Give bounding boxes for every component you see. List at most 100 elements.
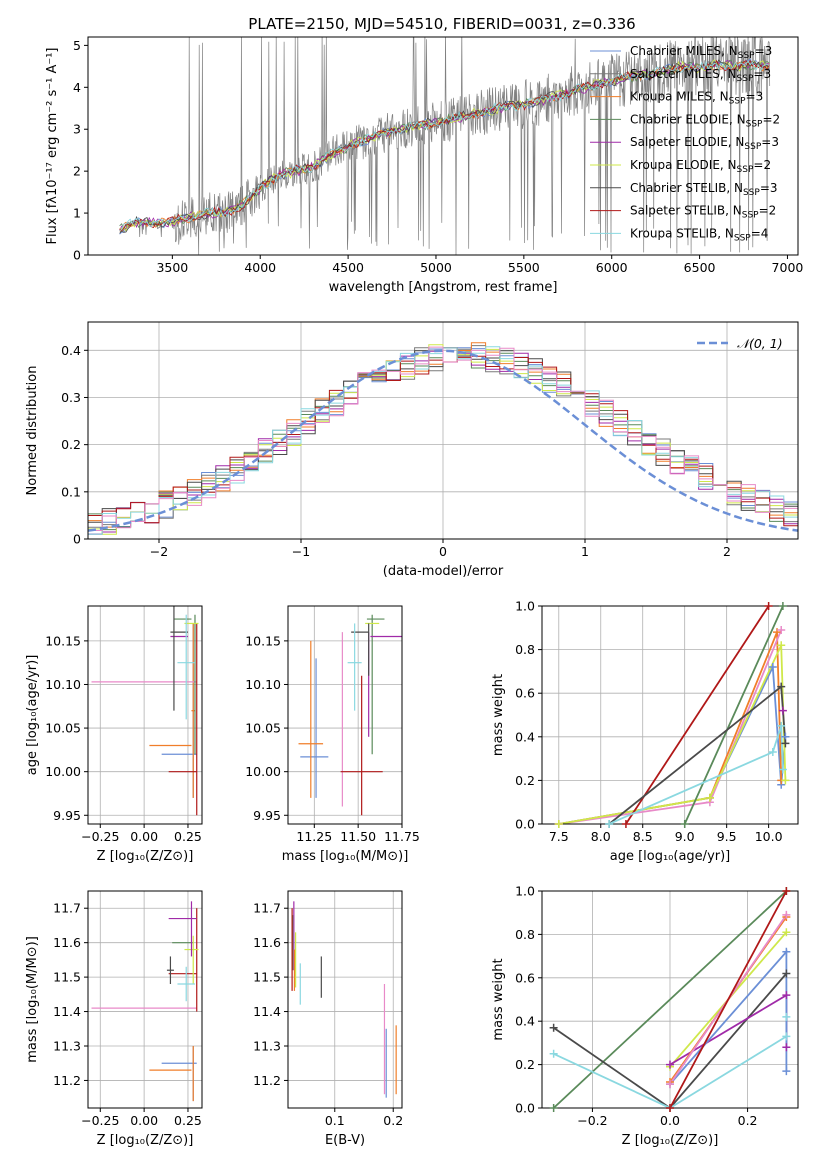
z-weight-ytick-label: 0.6 <box>515 970 535 985</box>
weight-point-marker <box>554 820 563 828</box>
residuals-ytick-label: 0.3 <box>61 390 81 405</box>
spectrum-xlabel: wavelength [Angstrom, rest frame] <box>329 280 558 295</box>
z-weight-ytick-label: 0.0 <box>515 1101 535 1116</box>
age-weight-panel: 7.5 8.0 8.5 9.0 9.5 10.0 0.0 0.2 0.4 0.6 0.8 1.0 age… <box>491 599 799 864</box>
weight-point-marker <box>782 991 791 1000</box>
spectrum-xtick-label: 7000 <box>772 260 804 275</box>
ebv-mass-ytick-label: 11.5 <box>253 970 281 985</box>
spectrum-model-line <box>119 59 770 234</box>
legend-entry-label: Kroupa ELODIE, N <box>630 158 737 172</box>
spectrum-ytick-label: 4 <box>73 80 81 95</box>
z-mass-xtick-label: 0.25 <box>174 1113 202 1128</box>
z-mass-ytick-label: 11.3 <box>53 1039 81 1054</box>
weight-point-marker <box>549 1023 558 1032</box>
weight-point-marker <box>549 1104 558 1112</box>
age-weight-ylabel: mass weight <box>491 674 506 756</box>
legend-entry-sub: SSP <box>746 119 763 129</box>
mass-age-ytick-label: 10.05 <box>245 721 281 736</box>
weight-point-marker <box>549 1049 558 1058</box>
ebv-mass-ytick-label: 11.3 <box>253 1039 281 1054</box>
residuals-ylabel: Normed distribution <box>25 366 40 496</box>
weight-point-marker <box>605 820 614 828</box>
weight-point-marker <box>778 706 787 715</box>
z-age-ytick-label: 10.15 <box>45 633 81 648</box>
weight-point-marker <box>680 820 689 828</box>
z-age-ytick-label: 10.00 <box>45 764 81 779</box>
legend-entry-suffix: =2 <box>762 112 780 126</box>
spectrum-ytick-label: 5 <box>73 38 81 53</box>
weight-point-marker <box>782 1032 791 1041</box>
age-weight-xlabel: age [log₁₀(age/yr)] <box>610 849 731 864</box>
weight-series-line <box>608 725 784 824</box>
residuals-ytick-label: 0.1 <box>61 484 81 499</box>
age-weight-xtick-label: 9.0 <box>675 829 695 844</box>
spectrum-ytick-label: 3 <box>73 122 81 137</box>
z-age-ytick-label: 10.10 <box>45 677 81 692</box>
weight-point-marker <box>782 928 791 937</box>
weight-point-marker <box>782 1067 791 1076</box>
figure-title: PLATE=2150, MJD=54510, FIBERID=0031, z=0… <box>248 15 635 33</box>
spectrum-xtick-label: 6500 <box>684 260 716 275</box>
z-mass-ylabel: mass [log₁₀(M/M⊙)] <box>25 936 40 1063</box>
z-weight-ytick-label: 0.2 <box>515 1057 535 1072</box>
age-weight-ytick-label: 0.6 <box>515 686 535 701</box>
z-age-plot-area <box>91 606 199 816</box>
age-weight-plot-area <box>558 606 787 824</box>
legend-entry-suffix: =2 <box>753 158 771 172</box>
spectrum-xtick-label: 4000 <box>244 260 276 275</box>
weight-point-marker <box>768 663 777 672</box>
legend-entry-label: Kroupa MILES, N <box>630 90 729 104</box>
weight-series-line <box>558 663 787 824</box>
residuals-panel: −2 −1 0 1 2 0 0.1 0.2 0.3 0.4 (data-model)/error No… <box>25 321 799 579</box>
age-weight-ytick-label: 0.8 <box>515 642 535 657</box>
z-weight-panel: −0.2 0.0 0.2 0.0 0.2 0.4 0.6 0.8 1.0 Z [log₁₀(Z/Z… <box>491 884 799 1148</box>
weight-point-marker <box>777 721 786 730</box>
z-weight-ylabel: mass weight <box>491 958 506 1040</box>
age-weight-ytick-label: 0.4 <box>515 729 535 744</box>
weight-series-line <box>558 631 783 824</box>
weight-series-line <box>669 891 788 1108</box>
weight-point-marker <box>777 641 786 650</box>
weight-point-marker <box>782 969 791 978</box>
residuals-xtick-label: −1 <box>292 544 310 559</box>
gaussian-curve <box>88 349 798 532</box>
ebv-mass-xtick-label: 0.1 <box>325 1113 345 1128</box>
age-weight-xtick-label: 8.5 <box>633 829 653 844</box>
legend-entry-sub: SSP <box>744 142 761 152</box>
weight-series-line <box>683 606 784 824</box>
z-mass-ytick-label: 11.2 <box>53 1073 81 1088</box>
z-age-ytick-label: 10.05 <box>45 721 81 736</box>
mass-age-ytick-label: 10.15 <box>245 633 281 648</box>
mass-age-xtick-label: 11.50 <box>340 829 376 844</box>
weight-series-line <box>669 993 788 1066</box>
mass-age-ytick-label: 9.95 <box>253 808 281 823</box>
z-age-frame <box>87 605 203 825</box>
spectrum-panel: 3500 4000 4500 5000 5500 6000 6500 7000 0 1 2 3 4 5 wa… <box>45 36 804 295</box>
weight-point-marker <box>781 739 790 748</box>
legend-entry: Chabrier MILES, NSSP=3 <box>630 44 772 61</box>
weight-series-line <box>558 629 783 824</box>
legend-entry-suffix: =2 <box>759 204 777 218</box>
z-mass-plot-area <box>91 901 199 1102</box>
age-weight-ytick-label: 1.0 <box>515 599 535 614</box>
ebv-mass-ytick-label: 11.7 <box>253 901 281 916</box>
z-mass-xtick-label: 0.00 <box>130 1113 158 1128</box>
ebv-mass-plot-area <box>291 901 397 1098</box>
mass-age-ytick-label: 10.00 <box>245 764 281 779</box>
residuals-xlabel: (data-model)/error <box>383 564 504 579</box>
ebv-mass-ytick-label: 11.2 <box>253 1073 281 1088</box>
z-weight-xtick-label: 0.0 <box>660 1113 680 1128</box>
mass-age-frame <box>287 605 403 825</box>
legend-entry: Chabrier ELODIE, NSSP=2 <box>630 112 780 129</box>
weight-point-marker <box>782 1043 791 1052</box>
age-weight-ytick-label: 0.0 <box>515 817 535 832</box>
gaussian-legend-label: 𝒩(0, 1) <box>737 336 783 351</box>
z-mass-xlabel: Z [log₁₀(Z/Z⊙)] <box>97 1133 194 1148</box>
weight-point-marker <box>773 628 782 637</box>
legend-entry-suffix: =4 <box>751 226 769 240</box>
z-mass-panel: −0.25 0.00 0.25 11.2 11.3 11.4 11.5 11.6 11.7 Z [… <box>25 890 203 1148</box>
z-mass-ytick-label: 11.5 <box>53 970 81 985</box>
histogram-series <box>88 346 798 539</box>
residuals-ytick-label: 0 <box>73 532 81 547</box>
